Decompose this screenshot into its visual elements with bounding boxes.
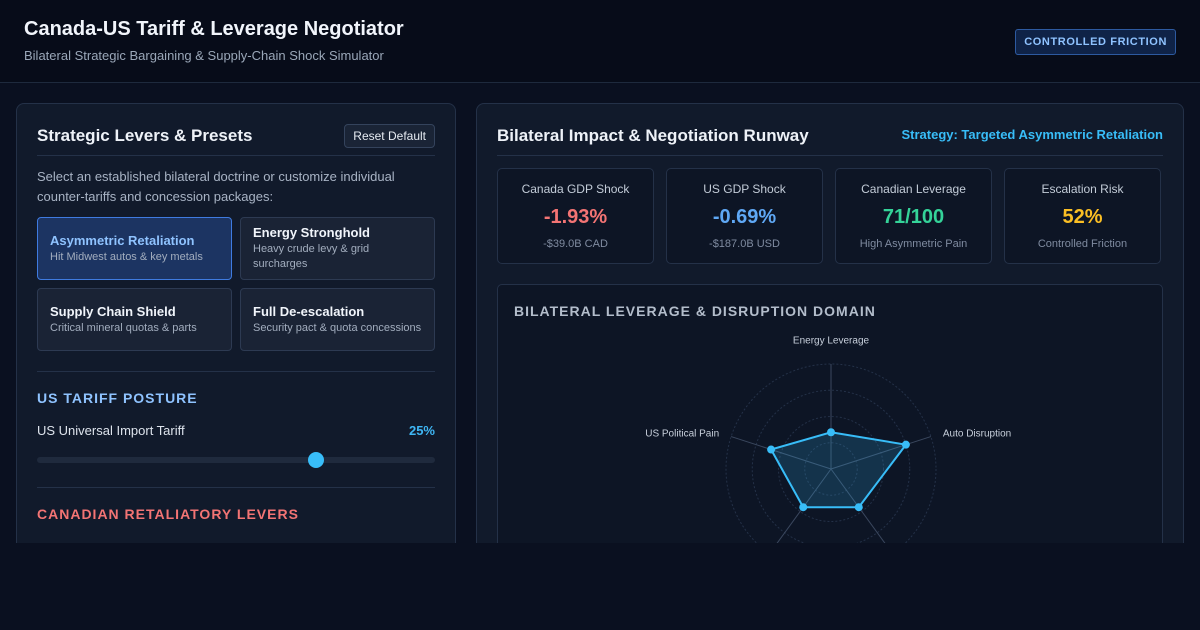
slider-thumb[interactable] <box>307 452 324 468</box>
app-title: Canada-US Tariff & Leverage Negotiator <box>24 18 404 40</box>
radar-data-point <box>827 428 835 437</box>
preset-description: Critical mineral quotas & parts <box>50 321 197 334</box>
radar-grid-ring <box>804 442 858 496</box>
kpi-us-gdp-shock: US GDP Shock -0.69% -$187.0B USD <box>666 168 823 264</box>
canadian-retaliatory-levers-heading: CANADIAN RETALIATORY LEVERS <box>37 506 299 522</box>
radar-axis-line <box>830 468 886 543</box>
radar-axis-line <box>730 436 832 470</box>
preset-description: Hit Midwest autos & key metals <box>50 250 203 263</box>
kpi-canadian-leverage: Canadian Leverage 71/100 High Asymmetric… <box>835 168 992 264</box>
us-tariff-slider-value: 25% <box>408 423 435 438</box>
preset-name: Energy Stronghold <box>253 225 370 240</box>
divider <box>37 371 435 372</box>
kpi-value: 52% <box>1062 206 1103 228</box>
radar-axis-line <box>830 436 932 470</box>
kpi-subtext: Controlled Friction <box>1037 238 1128 250</box>
us-tariff-slider[interactable] <box>37 452 435 468</box>
kpi-canada-gdp-shock: Canada GDP Shock -1.93% -$39.0B CAD <box>497 168 654 264</box>
kpi-title: US GDP Shock <box>703 182 786 196</box>
strategy-label: Strategy: Targeted Asymmetric Retaliatio… <box>901 127 1163 142</box>
strategic-levers-panel: Strategic Levers & Presets Reset Default… <box>16 103 456 543</box>
radar-series-area <box>769 431 908 509</box>
kpi-title: Escalation Risk <box>1041 182 1124 196</box>
radar-axis-label: Auto Disruption <box>943 429 1011 440</box>
radar-axis-label: US Political Pain <box>645 429 719 440</box>
radar-data-point <box>767 445 776 454</box>
radar-chart: Energy Leverage Auto Disruption US Politic… <box>645 335 1011 543</box>
kpi-subtext: -$187.0B USD <box>709 238 780 250</box>
us-tariff-slider-label: US Universal Import Tariff <box>37 423 185 438</box>
preset-grid: Asymmetric Retaliation Hit Midwest autos… <box>37 217 435 351</box>
panel-title: Bilateral Impact & Negotiation Runway <box>497 126 809 145</box>
bilateral-impact-panel: Bilateral Impact & Negotiation Runway St… <box>476 103 1184 543</box>
radar-grid-ring <box>778 416 884 522</box>
radar-grid-ring <box>725 363 937 543</box>
status-badge: CONTROLLED FRICTION <box>1015 29 1176 55</box>
radar-axis-label: Energy Leverage <box>793 335 870 346</box>
preset-description: Heavy crude levy & grid surcharges <box>253 243 370 270</box>
radar-data-point <box>799 503 808 512</box>
divider <box>497 155 1163 156</box>
kpi-row: Canada GDP Shock -1.93% -$39.0B CAD US G… <box>497 168 1163 264</box>
kpi-value: -1.93% <box>543 206 608 228</box>
main-content: Strategic Levers & Presets Reset Default… <box>0 84 1200 543</box>
intro-text: Select an established bilateral doctrine… <box>37 169 395 204</box>
kpi-title: Canada GDP Shock <box>521 182 630 196</box>
preset-description: Security pact & quota concessions <box>253 321 422 334</box>
radar-axis-line <box>776 468 832 543</box>
radar-title: BILATERAL LEVERAGE & DISRUPTION DOMAIN <box>514 303 876 319</box>
preset-name: Full De-escalation <box>253 303 365 319</box>
divider <box>37 487 435 488</box>
preset-supply-chain-shield[interactable]: Supply Chain Shield Critical mineral quo… <box>37 288 232 351</box>
radar-data-point <box>854 503 863 512</box>
preset-full-de-escalation[interactable]: Full De-escalation Security pact & quota… <box>240 288 435 351</box>
kpi-title: Canadian Leverage <box>861 182 966 196</box>
preset-asymmetric-retaliation[interactable]: Asymmetric Retaliation Hit Midwest autos… <box>37 217 232 280</box>
kpi-value: -0.69% <box>712 206 777 228</box>
kpi-value: 71/100 <box>882 206 945 228</box>
radar-data-point <box>901 440 910 449</box>
preset-name: Asymmetric Retaliation <box>50 232 195 248</box>
preset-energy-stronghold[interactable]: Energy Stronghold Heavy crude levy & gri… <box>240 217 435 280</box>
radar-chart-card: BILATERAL LEVERAGE & DISRUPTION DOMAIN E… <box>497 284 1163 543</box>
app-subtitle: Bilateral Strategic Bargaining & Supply-… <box>24 48 384 63</box>
us-tariff-posture-heading: US TARIFF POSTURE <box>37 390 198 406</box>
kpi-subtext: -$39.0B CAD <box>543 238 608 250</box>
panel-title: Strategic Levers & Presets <box>37 126 253 145</box>
app-header: Canada-US Tariff & Leverage Negotiator B… <box>0 0 1200 83</box>
kpi-subtext: High Asymmetric Pain <box>859 238 968 250</box>
preset-name: Supply Chain Shield <box>50 303 176 319</box>
reset-default-button[interactable]: Reset Default <box>344 124 435 148</box>
kpi-escalation-risk: Escalation Risk 52% Controlled Friction <box>1004 168 1161 264</box>
divider <box>37 155 435 156</box>
radar-grid-ring <box>751 389 911 543</box>
